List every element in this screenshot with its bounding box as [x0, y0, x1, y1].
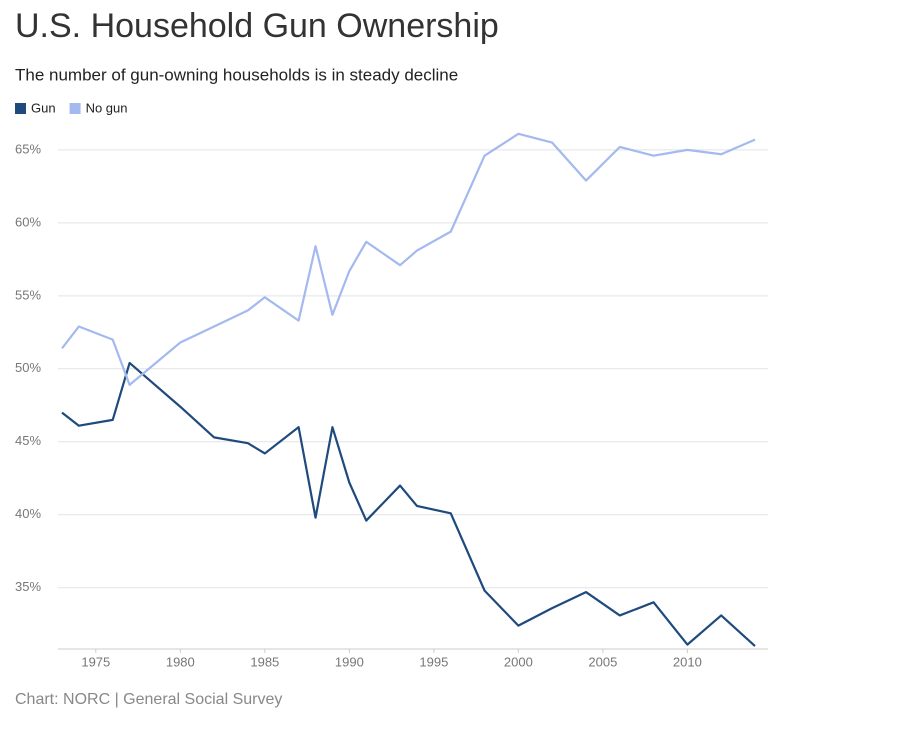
y-tick-label: 50%	[15, 360, 41, 375]
y-tick-label: 40%	[15, 506, 41, 521]
chart-subtitle: The number of gun-owning households is i…	[15, 65, 458, 84]
x-tick-label: 1980	[166, 654, 195, 669]
x-tick-label: 2000	[504, 654, 533, 669]
series-line	[61, 361, 756, 647]
y-tick-label: 45%	[15, 433, 41, 448]
x-tick-label: 1985	[250, 654, 279, 669]
y-tick-label: 35%	[15, 579, 41, 594]
legend-swatch	[69, 103, 81, 114]
source-note: Chart: NORC | General Social Survey	[15, 691, 282, 708]
y-tick-label: 60%	[15, 214, 41, 229]
series-line	[61, 132, 756, 386]
legend-label: Gun	[31, 100, 56, 115]
x-tick-label: 2005	[588, 654, 617, 669]
x-tick-label: 1990	[335, 654, 364, 669]
legend-label: No gun	[86, 100, 128, 115]
y-tick-label: 55%	[15, 287, 41, 302]
x-tick-label: 2010	[673, 654, 702, 669]
chart-title: U.S. Household Gun Ownership	[15, 7, 499, 45]
x-tick-label: 1975	[81, 654, 110, 669]
legend-swatch	[15, 103, 26, 114]
x-tick-label: 1995	[419, 654, 448, 669]
y-tick-label: 65%	[15, 141, 41, 156]
